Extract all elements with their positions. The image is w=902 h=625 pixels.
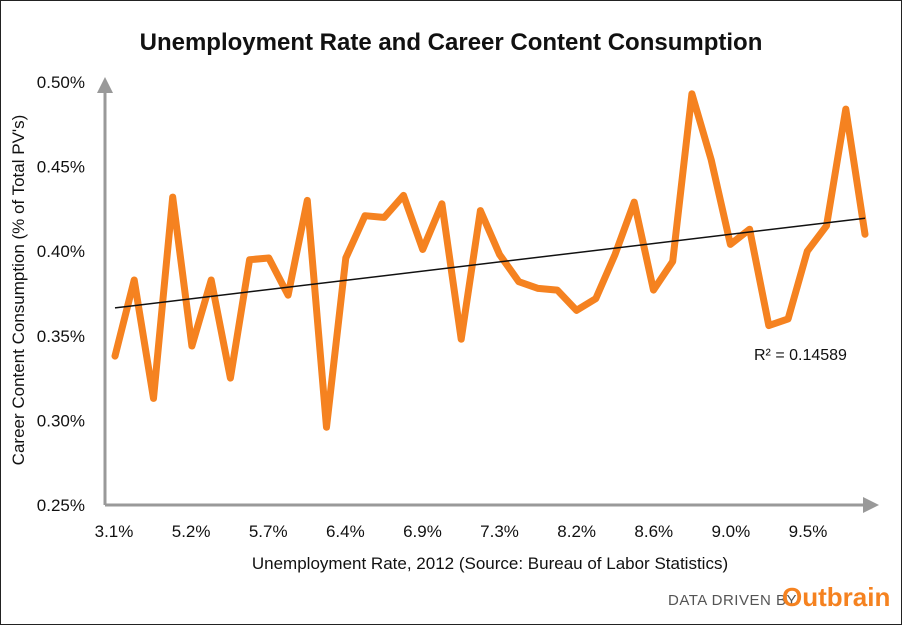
x-tick-label: 5.2% — [172, 522, 211, 541]
r-squared-annotation: R² = 0.14589 — [754, 347, 847, 364]
y-axis-ticks: 0.50% 0.45% 0.40% 0.35% 0.30% 0.25% — [37, 73, 85, 515]
x-axis-label: Unemployment Rate, 2012 (Source: Bureau … — [252, 554, 728, 573]
y-axis-label: Career Content Consumption (% of Total P… — [9, 115, 28, 466]
y-tick-label: 0.35% — [37, 327, 85, 346]
y-axis-arrow — [97, 77, 113, 93]
plot-area — [111, 90, 869, 431]
chart-title: Unemployment Rate and Career Content Con… — [140, 29, 763, 56]
x-tick-label: 5.7% — [249, 522, 288, 541]
series-line — [111, 90, 869, 431]
x-tick-label: 3.1% — [95, 522, 134, 541]
x-tick-label: 9.0% — [712, 522, 751, 541]
y-tick-label: 0.30% — [37, 411, 85, 430]
axes — [97, 77, 879, 513]
x-tick-label: 6.4% — [326, 522, 365, 541]
outbrain-logo: Outbrain — [782, 582, 890, 612]
trendline — [114, 217, 866, 309]
y-tick-label: 0.45% — [37, 158, 85, 177]
brand-name: Outbrain — [782, 582, 890, 612]
x-axis-arrow — [863, 497, 879, 513]
y-tick-label: 0.25% — [37, 496, 85, 515]
x-tick-label: 7.3% — [480, 522, 519, 541]
x-tick-label: 6.9% — [403, 522, 442, 541]
x-tick-label: 8.2% — [557, 522, 596, 541]
y-tick-label: 0.40% — [37, 242, 85, 261]
data-driven-label: DATA DRIVEN BY — [668, 592, 797, 609]
x-axis-ticks: 3.1% 5.2% 5.7% 6.4% 6.9% 7.3% 8.2% 8.6% 9.0% 9.5% — [95, 522, 828, 541]
y-tick-label: 0.50% — [37, 73, 85, 92]
x-tick-label: 8.6% — [634, 522, 673, 541]
x-tick-label: 9.5% — [789, 522, 828, 541]
